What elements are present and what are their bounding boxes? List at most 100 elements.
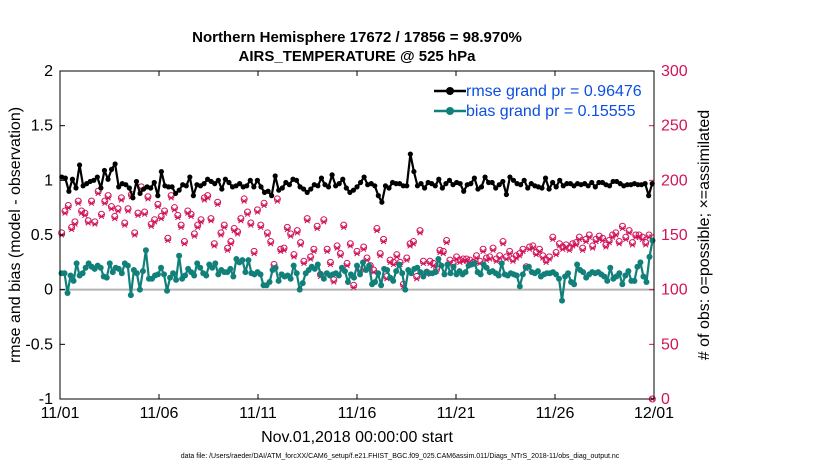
obs-assimilated-marker bbox=[161, 210, 168, 216]
x-tick-label: 12/01 bbox=[634, 405, 674, 422]
obs-assimilated-marker bbox=[377, 253, 384, 259]
obs-assimilated-marker bbox=[251, 250, 258, 257]
obs-possible-marker bbox=[154, 200, 162, 208]
y2-tick-label: 150 bbox=[661, 227, 688, 244]
bias-point bbox=[275, 277, 282, 284]
bias-point bbox=[634, 263, 641, 270]
bias-point bbox=[375, 270, 382, 277]
obs-assimilated-marker bbox=[65, 204, 72, 211]
obs-assimilated-marker bbox=[214, 201, 221, 208]
obs-possible-marker bbox=[180, 238, 188, 246]
bias-point bbox=[245, 257, 252, 264]
bias-point bbox=[604, 277, 611, 284]
rmse-point bbox=[489, 179, 495, 186]
rmse-point bbox=[318, 175, 325, 181]
obs-possible-marker bbox=[293, 227, 301, 235]
obs-possible-marker bbox=[280, 244, 288, 252]
obs-possible-marker bbox=[350, 281, 358, 289]
bias-point bbox=[574, 261, 581, 268]
obs-possible-marker bbox=[605, 236, 613, 244]
obs-possible-marker bbox=[320, 216, 328, 224]
bias-point bbox=[154, 271, 161, 278]
obs-assimilated-marker bbox=[207, 218, 214, 224]
obs-assimilated-marker bbox=[151, 219, 158, 225]
obs-assimilated-marker bbox=[121, 222, 128, 228]
rmse-point bbox=[126, 185, 132, 191]
bias-point bbox=[341, 268, 348, 275]
obs-assimilated-marker bbox=[234, 231, 241, 237]
obs-possible-marker bbox=[403, 254, 411, 262]
obs-possible-marker bbox=[253, 206, 261, 214]
rmse-point bbox=[461, 188, 467, 194]
rmse-point bbox=[76, 162, 83, 168]
rmse-point bbox=[393, 181, 399, 187]
rmse-point bbox=[151, 179, 157, 186]
obs-assimilated-marker bbox=[227, 240, 234, 247]
bias-point bbox=[378, 282, 385, 289]
bias-point bbox=[314, 261, 321, 268]
x-axis-label: Nov.01,2018 00:00:00 start bbox=[261, 429, 453, 446]
bias-point bbox=[393, 268, 400, 275]
bias-point bbox=[498, 260, 505, 267]
rmse-point bbox=[304, 189, 310, 195]
obs-assimilated-marker bbox=[536, 248, 543, 255]
rmse-point bbox=[176, 187, 182, 193]
obs-assimilated-marker bbox=[347, 243, 354, 249]
obs-possible-marker bbox=[615, 238, 623, 246]
bias-point bbox=[495, 272, 502, 279]
bias-point bbox=[649, 237, 656, 244]
obs-assimilated-marker bbox=[626, 230, 633, 236]
obs-assimilated-marker bbox=[387, 259, 394, 266]
rmse-point bbox=[279, 185, 285, 191]
bias-point bbox=[124, 262, 131, 269]
obs-possible-marker bbox=[260, 199, 268, 207]
rmse-point bbox=[486, 179, 492, 186]
bias-point bbox=[553, 271, 560, 278]
bias-point bbox=[601, 273, 608, 280]
obs-possible-marker bbox=[632, 231, 640, 239]
bias-point bbox=[643, 279, 650, 286]
bias-point bbox=[212, 260, 219, 267]
obs-possible-marker bbox=[217, 229, 225, 237]
obs-assimilated-marker bbox=[267, 240, 274, 247]
obs-assimilated-marker bbox=[257, 224, 264, 231]
obs-assimilated-marker bbox=[619, 225, 626, 232]
obs-assimilated-marker bbox=[314, 225, 321, 232]
obs-possible-marker bbox=[111, 212, 119, 220]
obs-assimilated-marker bbox=[81, 212, 88, 219]
obs-assimilated-marker bbox=[108, 206, 115, 212]
bias-point bbox=[118, 270, 125, 277]
rmse-point bbox=[446, 177, 453, 183]
rmse-point bbox=[418, 181, 424, 187]
obs-assimilated-marker bbox=[294, 230, 301, 236]
bias-point bbox=[616, 270, 623, 277]
obs-assimilated-marker bbox=[307, 256, 314, 262]
bias-point bbox=[109, 269, 116, 276]
bias-point bbox=[363, 266, 370, 273]
bias-point bbox=[607, 264, 614, 271]
bias-point bbox=[462, 269, 469, 276]
obs-assimilated-marker bbox=[178, 224, 185, 231]
obs-possible-marker bbox=[240, 195, 248, 203]
obs-possible-marker bbox=[84, 217, 92, 225]
obs-assimilated-marker bbox=[71, 221, 78, 227]
rmse-point bbox=[525, 185, 531, 191]
bias-point bbox=[290, 262, 297, 269]
bias-point bbox=[133, 270, 140, 277]
rmse-point bbox=[187, 174, 193, 180]
obs-assimilated-marker bbox=[158, 215, 165, 222]
legend-rmse-marker bbox=[446, 87, 454, 95]
obs-assimilated-marker bbox=[88, 200, 95, 207]
obs-assimilated-marker bbox=[111, 215, 118, 222]
obs-possible-marker bbox=[71, 218, 79, 226]
obs-assimilated-marker bbox=[254, 209, 261, 215]
bias-point bbox=[257, 271, 264, 278]
obs-possible-marker bbox=[536, 245, 544, 253]
obs-assimilated-marker bbox=[582, 238, 589, 245]
obs-assimilated-marker bbox=[164, 237, 171, 244]
obs-assimilated-marker bbox=[500, 240, 507, 247]
obs-assimilated-marker bbox=[154, 203, 161, 210]
obs-possible-marker bbox=[273, 195, 281, 203]
bias-point bbox=[565, 270, 572, 277]
obs-possible-marker bbox=[569, 240, 577, 248]
